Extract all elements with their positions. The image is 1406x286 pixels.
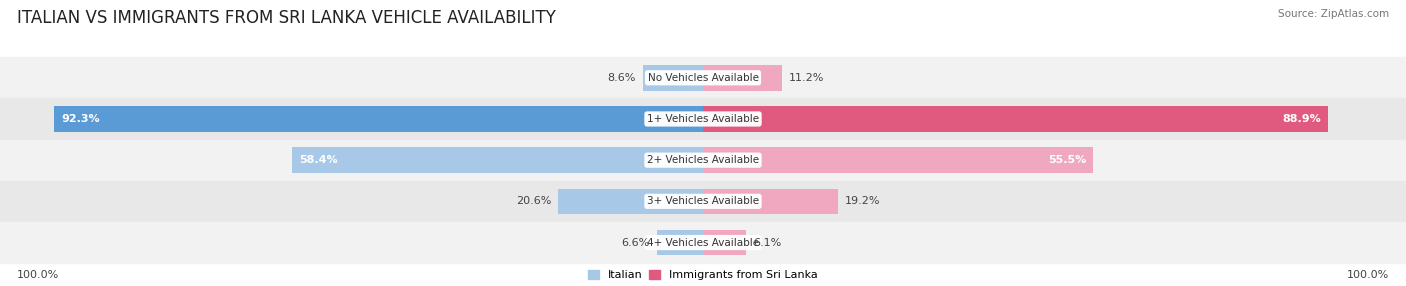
Bar <box>703 188 838 214</box>
Bar <box>703 230 747 255</box>
Text: 11.2%: 11.2% <box>789 73 824 83</box>
Text: 1+ Vehicles Available: 1+ Vehicles Available <box>647 114 759 124</box>
Text: 100.0%: 100.0% <box>17 270 59 280</box>
Text: 8.6%: 8.6% <box>607 73 636 83</box>
Bar <box>643 65 703 91</box>
Bar <box>0 98 1406 140</box>
Bar <box>0 181 1406 222</box>
Legend: Italian, Immigrants from Sri Lanka: Italian, Immigrants from Sri Lanka <box>588 270 818 281</box>
Bar <box>0 140 1406 181</box>
Text: 6.1%: 6.1% <box>754 238 782 247</box>
Text: 4+ Vehicles Available: 4+ Vehicles Available <box>647 238 759 247</box>
Text: 88.9%: 88.9% <box>1282 114 1322 124</box>
Text: ITALIAN VS IMMIGRANTS FROM SRI LANKA VEHICLE AVAILABILITY: ITALIAN VS IMMIGRANTS FROM SRI LANKA VEH… <box>17 9 555 27</box>
Text: Source: ZipAtlas.com: Source: ZipAtlas.com <box>1278 9 1389 19</box>
Bar <box>292 147 703 173</box>
Bar <box>0 222 1406 263</box>
Text: 100.0%: 100.0% <box>1347 270 1389 280</box>
Text: 3+ Vehicles Available: 3+ Vehicles Available <box>647 196 759 206</box>
Bar <box>703 65 782 91</box>
Text: 58.4%: 58.4% <box>299 155 337 165</box>
Text: 92.3%: 92.3% <box>60 114 100 124</box>
Bar <box>657 230 703 255</box>
Bar <box>703 106 1329 132</box>
Text: 19.2%: 19.2% <box>845 196 880 206</box>
Text: No Vehicles Available: No Vehicles Available <box>648 73 758 83</box>
Bar <box>53 106 703 132</box>
Bar <box>0 57 1406 98</box>
Text: 20.6%: 20.6% <box>516 196 551 206</box>
Bar <box>558 188 703 214</box>
Text: 6.6%: 6.6% <box>621 238 650 247</box>
Bar <box>703 147 1094 173</box>
Text: 55.5%: 55.5% <box>1047 155 1087 165</box>
Text: 2+ Vehicles Available: 2+ Vehicles Available <box>647 155 759 165</box>
